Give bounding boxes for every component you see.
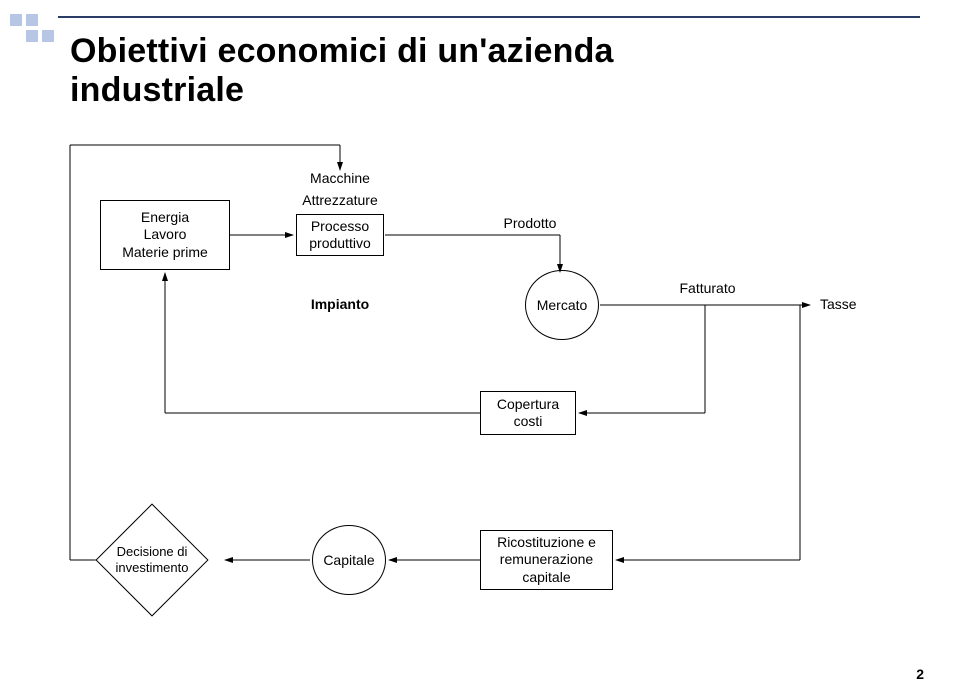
node-copertura: Copertura costi	[480, 391, 576, 435]
decisione-line1: Decisione di	[117, 544, 188, 559]
processo-line2: produttivo	[309, 235, 370, 251]
processo-line1: Processo	[311, 218, 369, 234]
mercato-label: Mercato	[537, 297, 588, 313]
inputs-line2: Lavoro	[144, 226, 187, 242]
header-divider	[58, 16, 920, 18]
node-processo: Processo produttivo	[296, 214, 384, 256]
ric-line2: remunerazione	[500, 551, 593, 567]
copertura-line1: Copertura	[497, 396, 559, 412]
ric-line3: capitale	[522, 569, 570, 585]
capitale-label: Capitale	[323, 552, 374, 568]
node-ricostituzione: Ricostituzione e remunerazione capitale	[480, 530, 613, 590]
slide: Obiettivi economici di un'azienda indust…	[0, 0, 960, 696]
inputs-line3: Materie prime	[122, 244, 208, 260]
page-title: Obiettivi economici di un'azienda indust…	[70, 32, 614, 110]
ric-line1: Ricostituzione e	[497, 534, 596, 550]
label-macchine: Macchine	[300, 170, 380, 187]
title-line1: Obiettivi economici di un'azienda	[70, 32, 614, 70]
label-impianto: Impianto	[304, 296, 376, 313]
node-capitale: Capitale	[312, 525, 386, 595]
node-mercato: Mercato	[525, 270, 599, 340]
label-prodotto: Prodotto	[495, 215, 565, 232]
node-decisione: Decisione di investimento	[112, 520, 192, 600]
inputs-line1: Energia	[141, 209, 189, 225]
decisione-line2: investimento	[116, 560, 189, 575]
header-decoration	[0, 14, 60, 54]
page-number: 2	[916, 666, 924, 682]
label-tasse: Tasse	[820, 296, 880, 313]
copertura-line2: costi	[514, 413, 543, 429]
label-fatturato: Fatturato	[670, 280, 745, 297]
label-attrezzature: Attrezzature	[296, 192, 384, 209]
flow-diagram: Energia Lavoro Materie prime Macchine At…	[40, 130, 920, 670]
node-inputs: Energia Lavoro Materie prime	[100, 200, 230, 270]
title-line2: industriale	[70, 71, 244, 109]
